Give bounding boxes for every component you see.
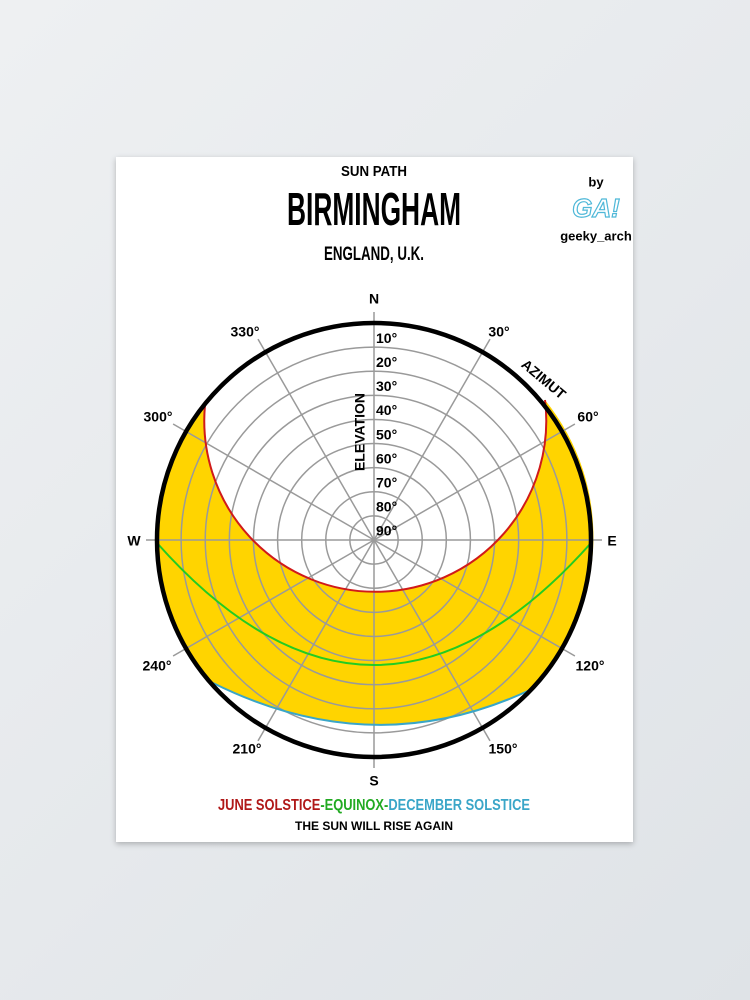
tagline: THE SUN WILL RISE AGAIN	[295, 819, 453, 833]
june-solstice-curve	[203, 399, 548, 593]
azimuth-line	[373, 423, 576, 541]
compass-n: N	[369, 291, 379, 307]
azimuth-line	[373, 539, 491, 742]
azimuth-line	[373, 539, 576, 657]
elevation-label: 30°	[376, 378, 397, 394]
azimuth-label: 60°	[577, 409, 598, 425]
compass-w: W	[127, 533, 141, 549]
legend-june: JUNE SOLSTICE	[218, 797, 321, 814]
elevation-label: 20°	[376, 354, 397, 370]
azimuth-label: 210°	[233, 741, 262, 757]
credit-logo: GA!	[572, 193, 620, 223]
azimuth-line	[257, 338, 375, 541]
azimuth-label: 150°	[489, 741, 518, 757]
elevation-label: 90°	[376, 523, 397, 539]
azimuth-label: 330°	[231, 324, 260, 340]
compass-e: E	[607, 533, 616, 549]
elevation-title: ELEVATION	[352, 393, 368, 471]
legend-december: DECEMBER SOLSTICE	[388, 797, 530, 814]
credit-by: by	[588, 174, 604, 189]
sun-path-band	[158, 400, 594, 725]
subtitle: SUN PATH	[341, 163, 407, 180]
azimuth-line	[257, 539, 375, 742]
elevation-label: 40°	[376, 402, 397, 418]
grid	[146, 312, 602, 768]
azimuth-label: 30°	[488, 324, 509, 340]
legend-equinox: -EQUINOX-	[320, 797, 388, 814]
location: ENGLAND, U.K.	[324, 244, 424, 265]
azimuth-label: 240°	[143, 658, 172, 674]
december-solstice-curve	[212, 682, 531, 726]
elevation-labels: 10° 20° 30° 40° 50° 60° 70° 80° 90°	[376, 330, 397, 539]
legend: JUNE SOLSTICE-EQUINOX-DECEMBER SOLSTICE	[218, 797, 530, 814]
azimuth-line	[373, 338, 491, 541]
azimuth-label: 300°	[144, 409, 173, 425]
elevation-label: 60°	[376, 450, 397, 466]
horizon-circle	[154, 320, 594, 760]
equinox-curve	[156, 542, 592, 666]
elevation-label: 70°	[376, 474, 397, 490]
azimuth-label: 120°	[576, 658, 605, 674]
compass-s: S	[369, 773, 378, 789]
title: BIRMINGHAM	[287, 183, 461, 235]
elevation-label: 50°	[376, 426, 397, 442]
credit-handle: geeky_arch	[560, 228, 632, 243]
elevation-label: 10°	[376, 330, 397, 346]
elevation-label: 80°	[376, 499, 397, 515]
azimuth-line	[172, 539, 375, 657]
